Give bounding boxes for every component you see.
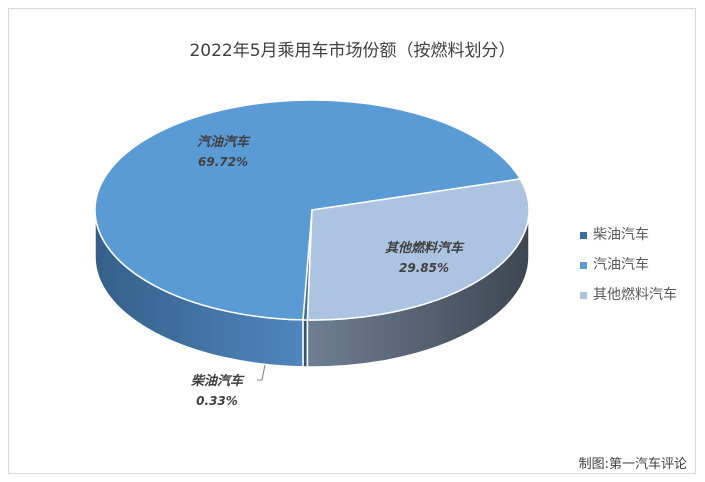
data-label-value-diesel: 0.33% [196,394,238,408]
chart-title: 2022年5月乘用车市场份额（按燃料划分） [189,41,516,61]
legend-label-gasoline: 汽油汽车 [593,257,649,273]
data-label-name-diesel: 柴油汽车 [190,373,245,389]
legend-item-gasoline: 汽油汽车 [580,250,677,280]
data-label-value-gasoline: 69.72% [198,155,248,169]
chart-legend: 柴油汽车 汽油汽车 其他燃料汽车 [580,220,677,310]
data-label-value-other: 29.85% [399,261,449,275]
legend-item-diesel: 柴油汽车 [580,220,677,250]
legend-label-diesel: 柴油汽车 [593,227,649,243]
pie-slice-other [306,178,530,321]
pie-slice-gasoline [94,99,522,321]
legend-label-other: 其他燃料汽车 [593,287,677,303]
data-label-name-gasoline: 汽油汽车 [197,134,251,150]
data-label-name-other: 其他燃料汽车 [385,240,465,256]
legend-swatch-diesel [580,231,587,239]
legend-item-other: 其他燃料汽车 [580,280,677,310]
legend-swatch-gasoline [580,261,587,269]
leader-line-diesel [257,364,266,381]
legend-swatch-other [580,291,587,299]
chart-credit: 制图:第一汽车评论 [578,457,687,472]
